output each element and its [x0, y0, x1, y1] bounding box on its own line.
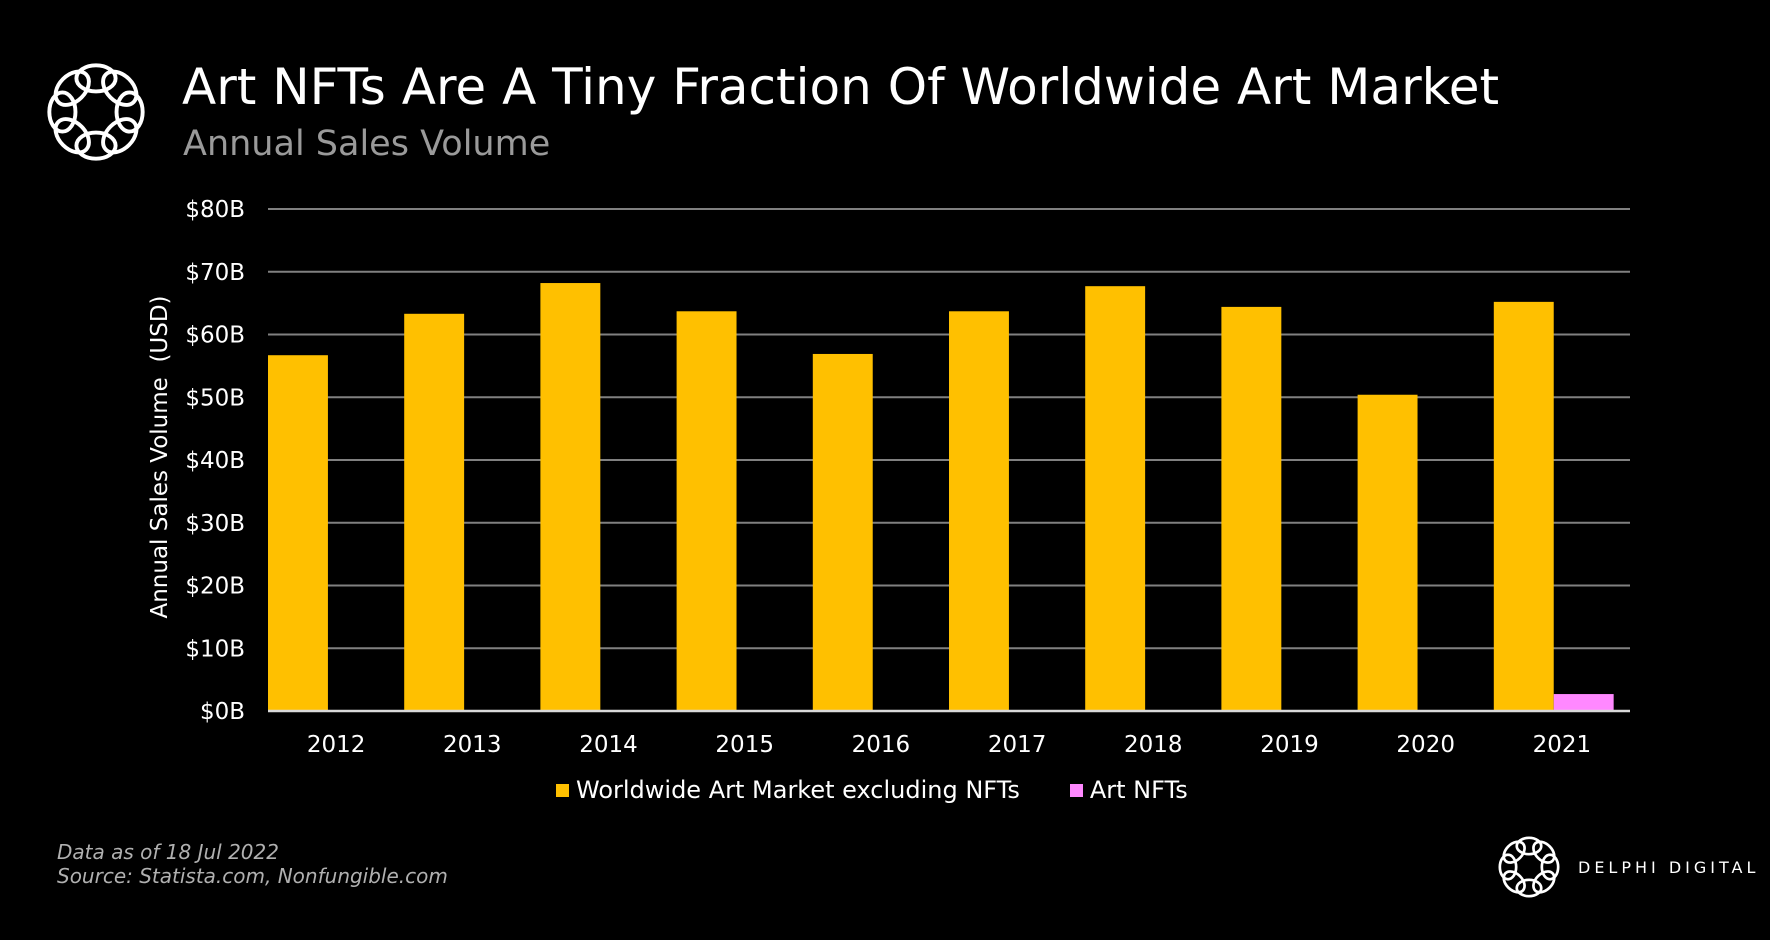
knot-loop — [101, 69, 139, 107]
bar-art-market-2017 — [949, 311, 1009, 711]
x-tick-label: 2020 — [1396, 732, 1455, 758]
legend-item-art-nfts: Art NFTs — [1069, 776, 1188, 804]
y-tick-label: $60B — [185, 323, 245, 349]
knot-loop — [1498, 853, 1518, 881]
knot-loop — [1515, 878, 1543, 898]
legend-item-art-market: Worldwide Art Market excluding NFTs — [556, 776, 1020, 804]
knot-loop — [53, 117, 91, 155]
bar-art-nfts-2021 — [1553, 694, 1614, 711]
y-tick-label: $50B — [185, 385, 245, 411]
x-axis-ticks: 2012 2013 2014 2015 2016 2017 2018 2019 2020 2021 — [307, 732, 1591, 758]
y-tick-label: $30B — [185, 511, 245, 537]
knot-loop — [114, 90, 145, 134]
x-tick-label: 2016 — [852, 732, 911, 758]
data-date: Data as of 18 Jul 2022 — [57, 840, 279, 864]
bar-art-market-2018 — [1085, 286, 1146, 711]
knot-loop — [1515, 836, 1543, 856]
knot-loop — [1540, 853, 1560, 881]
bar-art-market-2020 — [1357, 394, 1418, 711]
knot-loop — [53, 69, 91, 107]
source-note: Source: Statista.com, Nonfungible.com — [57, 864, 448, 888]
bar-art-market-2021 — [1493, 301, 1554, 711]
knot-loop — [1532, 840, 1556, 864]
bar-art-market-2012 — [268, 355, 328, 711]
x-tick-label: 2018 — [1124, 732, 1183, 758]
knot-loop — [74, 63, 118, 94]
bar-art-market-2019 — [1221, 306, 1282, 711]
legend-label-art-market: Worldwide Art Market excluding NFTs — [576, 776, 1020, 804]
knot-loop — [74, 130, 118, 161]
x-tick-label: 2017 — [988, 732, 1047, 758]
chart-subtitle: Annual Sales Volume — [183, 124, 551, 164]
knot-loop — [47, 90, 78, 134]
legend-swatch-art-market — [556, 783, 569, 797]
y-tick-label: $70B — [185, 260, 245, 286]
knot-loop — [101, 117, 139, 155]
bar-art-market-2016 — [812, 353, 873, 711]
y-tick-label: $40B — [185, 448, 245, 474]
delphi-logo-icon — [47, 63, 145, 161]
y-tick-label: $0B — [200, 699, 245, 725]
y-tick-label: $10B — [185, 636, 245, 662]
chart-title: Art NFTs Are A Tiny Fraction Of Worldwid… — [182, 58, 1500, 116]
y-axis-ticks: $0B $10B $20B $30B $40B $50B $60B $70B $80B — [185, 197, 245, 725]
x-tick-label: 2019 — [1260, 732, 1319, 758]
legend: Worldwide Art Market excluding NFTs Art … — [556, 776, 1238, 804]
bar-art-market-2014 — [540, 283, 601, 711]
bar-art-market-2015 — [676, 311, 737, 711]
knot-loop — [1502, 840, 1526, 864]
delphi-brand-logo-icon — [1498, 836, 1560, 898]
knot-loop — [1502, 870, 1526, 894]
x-tick-label: 2013 — [443, 732, 502, 758]
brand: DELPHI DIGITAL — [1494, 832, 1759, 902]
x-tick-label: 2015 — [715, 732, 774, 758]
legend-swatch-art-nfts — [1069, 783, 1083, 797]
bars — [268, 283, 1614, 711]
x-tick-label: 2021 — [1533, 732, 1592, 758]
x-tick-label: 2012 — [307, 732, 366, 758]
y-axis-label: Annual Sales Volume (USD) — [147, 295, 173, 618]
brand-name: DELPHI DIGITAL — [1578, 857, 1760, 877]
x-tick-label: 2014 — [579, 732, 638, 758]
y-tick-label: $20B — [185, 574, 245, 600]
legend-label-art-nfts: Art NFTs — [1089, 776, 1188, 804]
footer: Data as of 18 Jul 2022 Source: Statista.… — [57, 840, 448, 888]
y-tick-label: $80B — [185, 197, 245, 223]
knot-loop — [1532, 870, 1556, 894]
bar-art-market-2013 — [404, 313, 465, 711]
